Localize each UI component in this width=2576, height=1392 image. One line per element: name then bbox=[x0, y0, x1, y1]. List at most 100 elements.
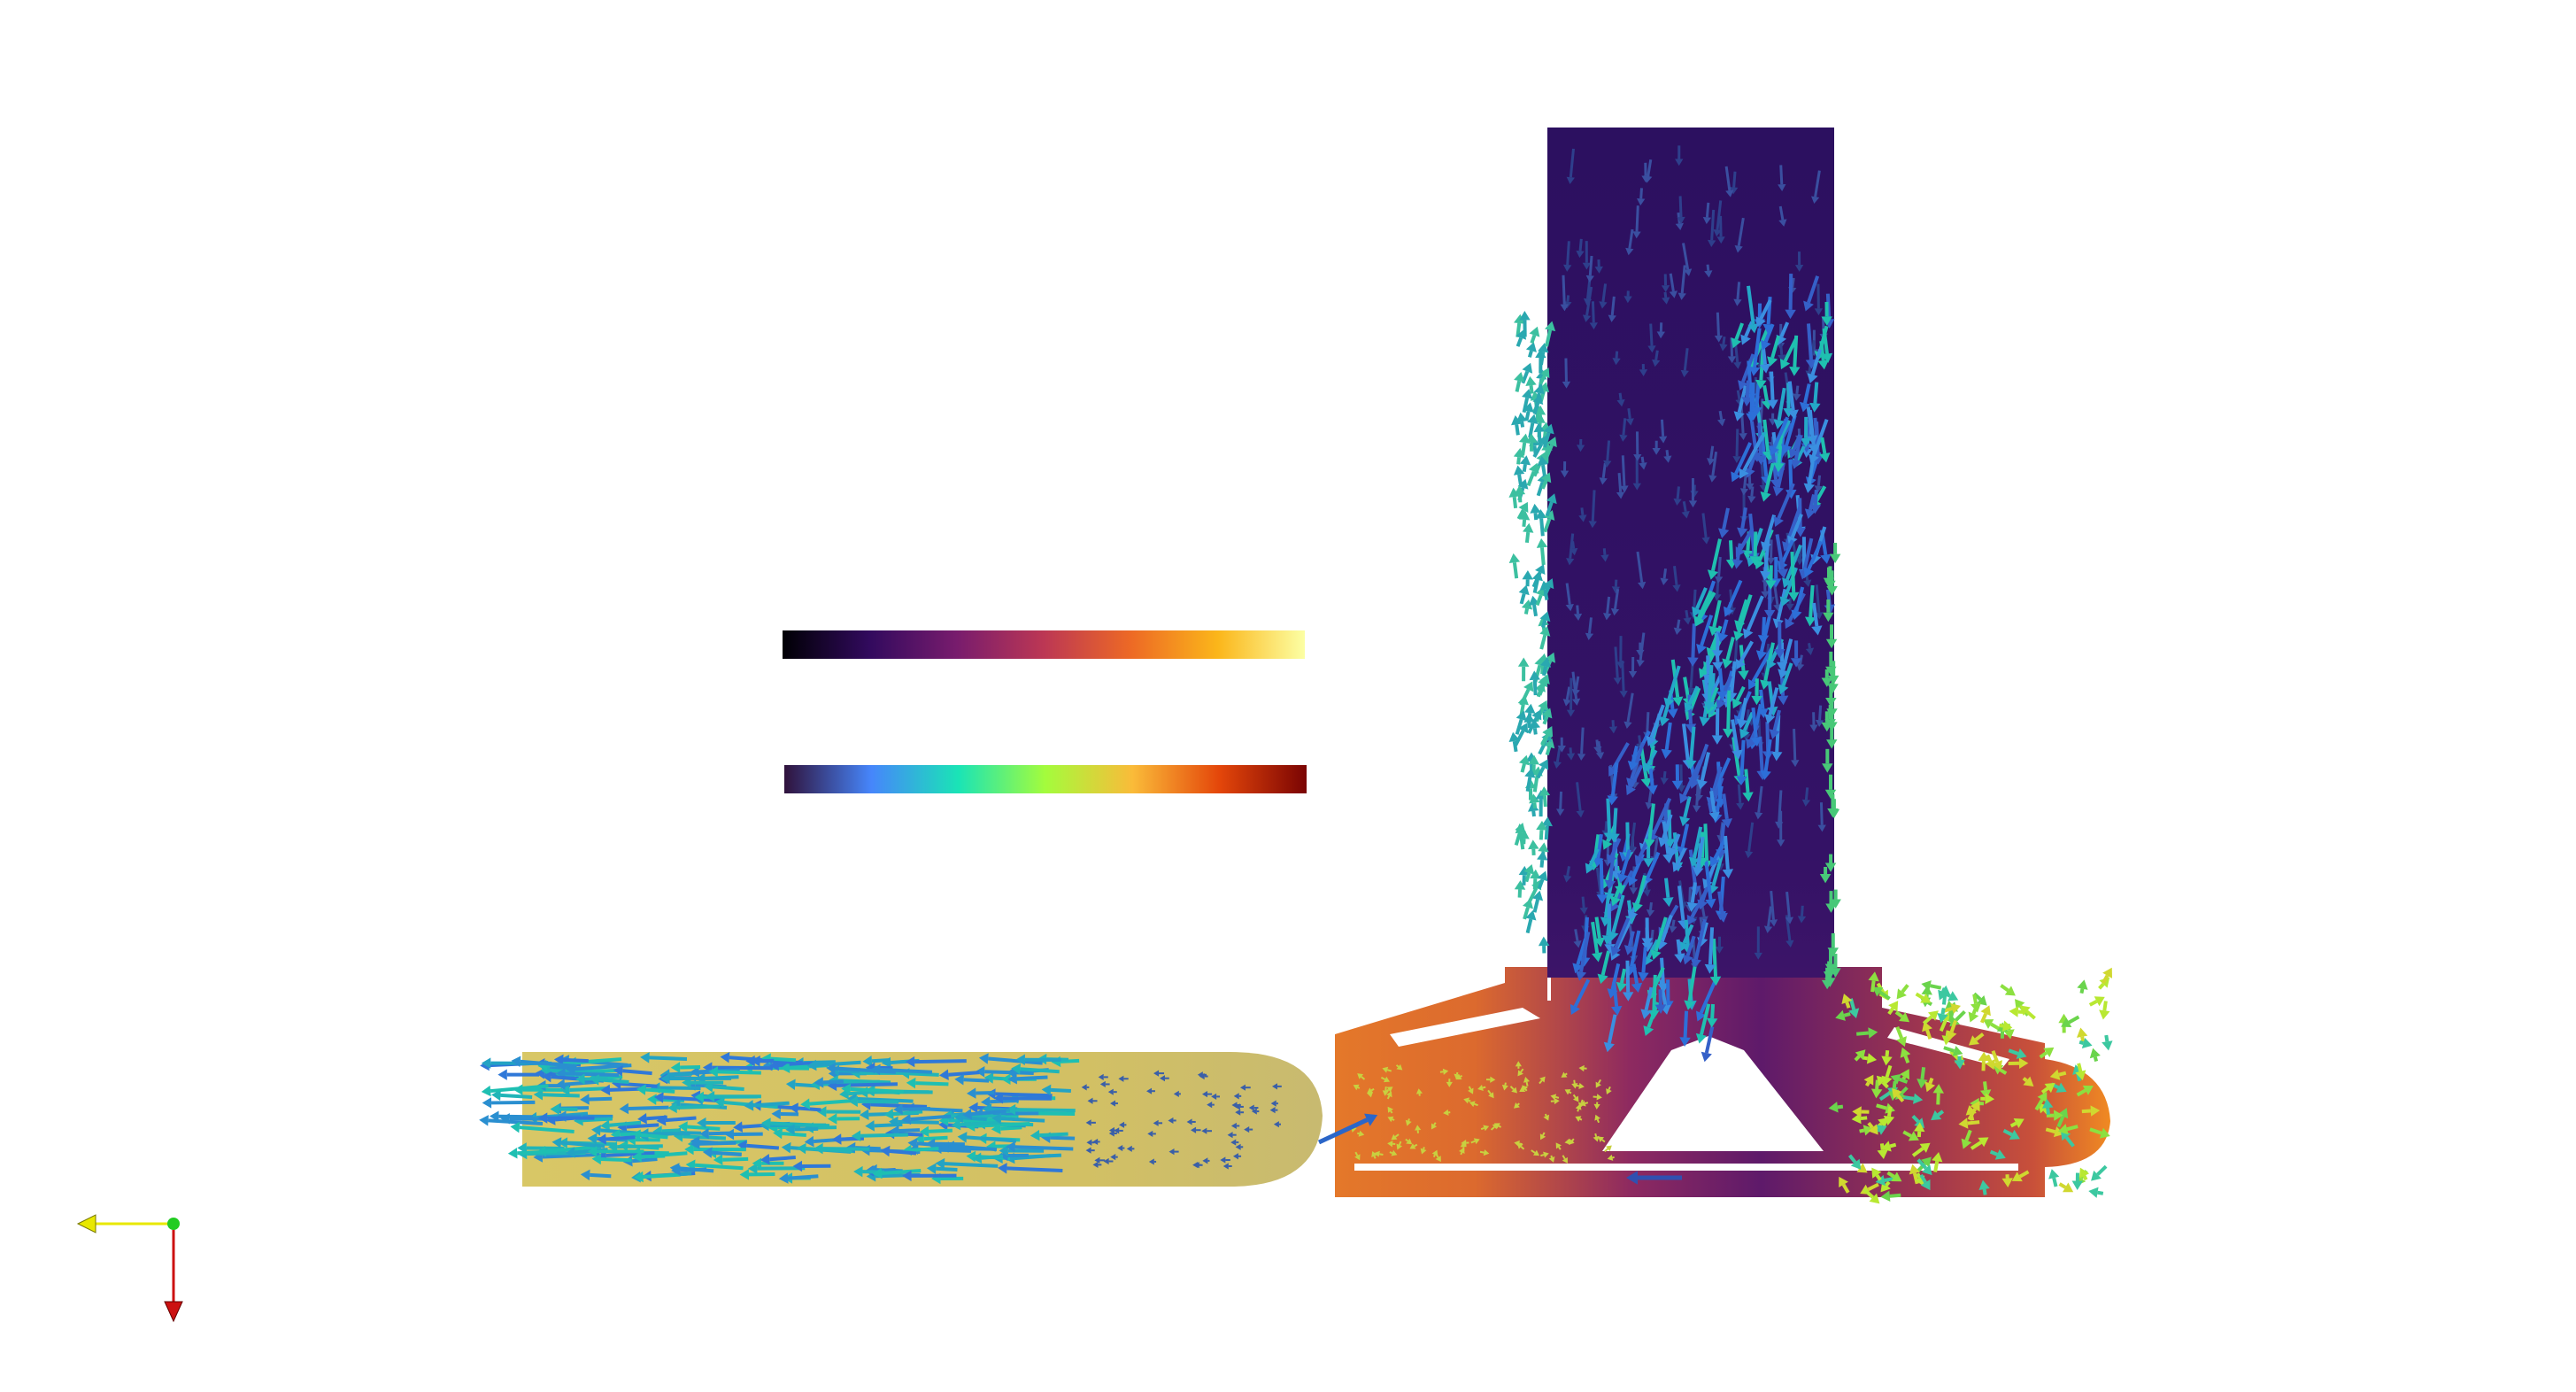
vector-glyph bbox=[2048, 1169, 2060, 1187]
vector-glyph bbox=[2002, 1128, 2020, 1140]
vector-glyph bbox=[1822, 748, 1833, 773]
vector-glyph bbox=[1536, 537, 1548, 566]
vector-glyph bbox=[1863, 1074, 1874, 1087]
vector-glyph bbox=[1202, 1157, 1210, 1164]
vector-glyph bbox=[1821, 301, 1832, 326]
vector-glyph bbox=[510, 1121, 575, 1134]
vector-glyph bbox=[1431, 1149, 1438, 1158]
vector-glyph bbox=[1632, 205, 1641, 239]
velocity-glyphs-housing bbox=[1317, 967, 2113, 1204]
vector-glyph bbox=[1809, 712, 1818, 732]
vector-glyph bbox=[1616, 849, 1631, 884]
vector-glyph bbox=[1693, 590, 1713, 627]
vector-glyph bbox=[1593, 1094, 1602, 1101]
vector-glyph bbox=[1092, 1161, 1102, 1168]
vector-glyph bbox=[1528, 754, 1540, 775]
vector-glyph bbox=[1455, 1073, 1463, 1080]
vector-glyph bbox=[1015, 1054, 1061, 1065]
vector-glyph bbox=[1623, 692, 1634, 730]
vector-glyph bbox=[806, 1059, 861, 1071]
vector-glyph bbox=[1564, 1138, 1574, 1145]
vector-glyph bbox=[1706, 1003, 1718, 1028]
vector-glyph bbox=[580, 1094, 613, 1105]
vector-glyph bbox=[1781, 414, 1797, 454]
orientation-axes-widget[interactable] bbox=[76, 1214, 183, 1323]
vector-glyph bbox=[1696, 752, 1710, 790]
vector-glyph bbox=[1714, 312, 1724, 343]
vector-glyph bbox=[1211, 1093, 1220, 1100]
vector-glyph bbox=[1530, 869, 1541, 890]
vector-glyph bbox=[1793, 385, 1801, 401]
vector-glyph bbox=[841, 1083, 904, 1095]
vector-glyph bbox=[490, 1110, 533, 1122]
vector-glyph bbox=[1186, 1118, 1196, 1125]
vector-glyph bbox=[1526, 462, 1539, 487]
vector-glyph bbox=[553, 1054, 589, 1066]
vector-glyph bbox=[699, 1128, 730, 1140]
vector-glyph bbox=[1735, 640, 1755, 670]
vector-glyph bbox=[1695, 980, 1717, 1022]
z-axis-arrow-icon bbox=[164, 1301, 183, 1323]
vector-glyph bbox=[1626, 1171, 1682, 1185]
vector-glyph bbox=[1803, 275, 1820, 312]
vector-glyph bbox=[2089, 1048, 2101, 1063]
vector-glyph bbox=[1778, 165, 1786, 191]
vector-glyph bbox=[935, 1157, 999, 1170]
vector-glyph bbox=[1598, 1136, 1606, 1143]
vector-glyph bbox=[1937, 1008, 1948, 1024]
vector-glyph bbox=[1716, 215, 1725, 244]
vector-glyph bbox=[1544, 738, 1555, 756]
vector-glyph bbox=[1968, 1008, 1979, 1023]
vector-glyph bbox=[1387, 1106, 1393, 1114]
vector-glyph bbox=[1085, 1147, 1095, 1154]
vector-glyph bbox=[1746, 285, 1759, 334]
vector-glyph bbox=[1415, 1125, 1422, 1133]
vector-glyph bbox=[1991, 1050, 2003, 1071]
vector-glyph bbox=[1736, 784, 1745, 810]
vector-glyph bbox=[1641, 162, 1650, 183]
vector-glyph bbox=[1233, 1093, 1242, 1100]
vector-glyph bbox=[2077, 1027, 2088, 1042]
vector-glyph bbox=[1535, 509, 1547, 537]
vector-glyph bbox=[1852, 1106, 1870, 1117]
vector-glyph bbox=[1742, 595, 1764, 639]
vector-glyph bbox=[1382, 1066, 1392, 1073]
vector-glyph bbox=[745, 1055, 775, 1067]
vector-glyph bbox=[1985, 1054, 1995, 1071]
vector-glyph bbox=[814, 1142, 870, 1155]
vector-glyph bbox=[1514, 485, 1526, 503]
vector-glyph bbox=[1764, 687, 1779, 724]
vector-glyph bbox=[1794, 498, 1806, 537]
vector-glyph bbox=[1690, 918, 1707, 969]
vector-glyph bbox=[1699, 641, 1718, 679]
vector-glyph bbox=[1146, 1087, 1155, 1094]
vector-glyph bbox=[1932, 1152, 1943, 1172]
vector-glyph bbox=[1742, 769, 1754, 802]
vector-glyph bbox=[2088, 996, 2105, 1007]
vector-glyph bbox=[1805, 323, 1817, 369]
vector-glyph bbox=[533, 1089, 580, 1101]
vector-glyph bbox=[1717, 619, 1729, 643]
vector-glyph bbox=[1153, 1119, 1163, 1126]
vector-glyph bbox=[1654, 989, 1667, 1014]
vector-glyph bbox=[1871, 1167, 1882, 1181]
vector-glyph bbox=[1513, 465, 1525, 485]
vector-glyph bbox=[1989, 1149, 2006, 1160]
vector-glyph bbox=[1785, 892, 1794, 924]
colorbar-scalar bbox=[783, 630, 1305, 659]
vector-glyph bbox=[1647, 323, 1656, 353]
vector-glyph bbox=[1731, 322, 1744, 349]
vector-glyph bbox=[1387, 1116, 1395, 1123]
vector-glyph bbox=[2099, 1001, 2110, 1020]
vector-glyph bbox=[1103, 1157, 1114, 1165]
vector-glyph bbox=[1231, 1102, 1241, 1109]
vector-glyph bbox=[2056, 1108, 2069, 1128]
vector-glyph bbox=[1685, 726, 1697, 769]
vector-glyph bbox=[2008, 1048, 2027, 1059]
vector-glyph bbox=[1917, 1066, 1928, 1089]
vector-glyph bbox=[2076, 1085, 2094, 1097]
vector-glyph bbox=[1560, 461, 1570, 478]
vector-glyph bbox=[1785, 274, 1796, 320]
